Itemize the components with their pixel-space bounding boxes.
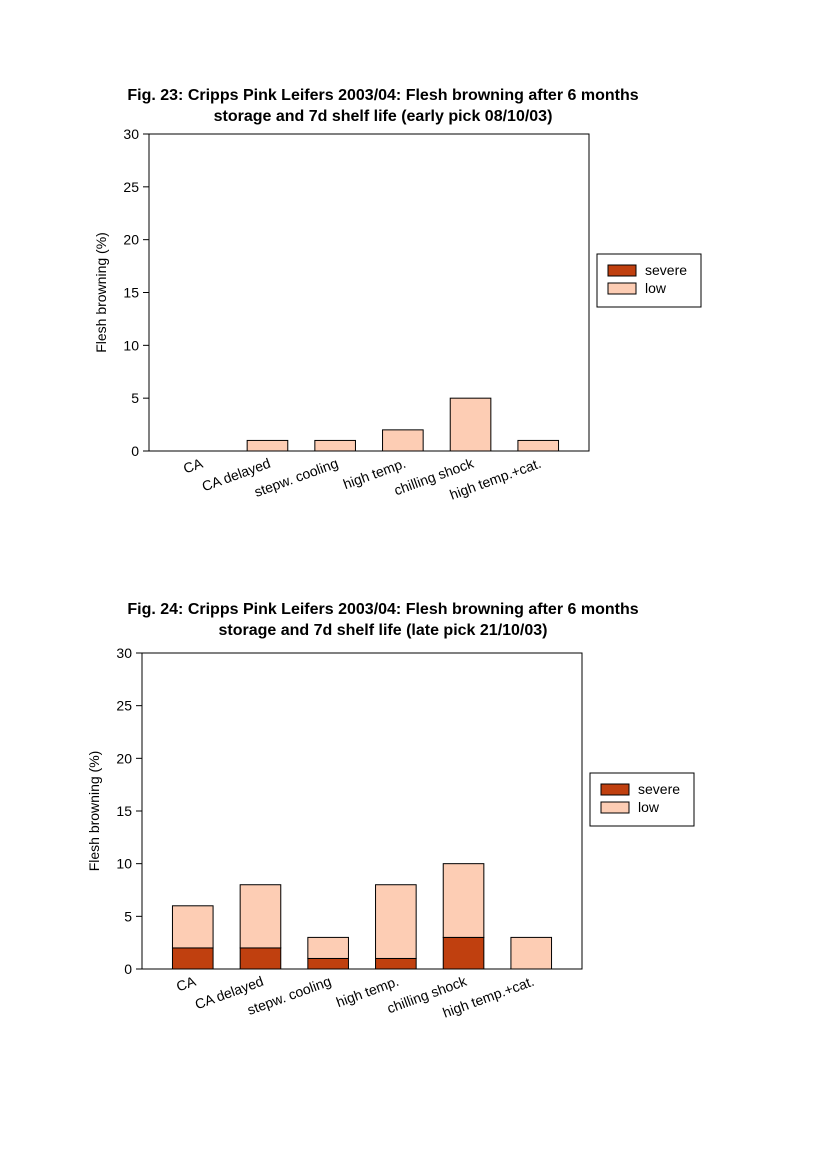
bar-severe xyxy=(442,936,485,970)
bar-low xyxy=(442,863,485,938)
y-tick-label: 10 xyxy=(123,337,139,353)
legend-label-low: low xyxy=(645,280,667,296)
bar-severe xyxy=(375,957,417,970)
legend-swatch-severe xyxy=(607,264,637,277)
x-tick-label: CA xyxy=(181,455,205,477)
y-tick-label: 25 xyxy=(116,698,132,714)
y-tick-label: 5 xyxy=(124,908,132,924)
legend: severe low xyxy=(596,253,702,308)
chart-title: Fig. 24: Cripps Pink Leifers 2003/04: Fl… xyxy=(0,599,766,641)
chart-title-line-1: Fig. 23: Cripps Pink Leifers 2003/04: Fl… xyxy=(127,87,639,104)
chart-title-line-1: Fig. 24: Cripps Pink Leifers 2003/04: Fl… xyxy=(127,601,639,618)
legend-label-severe: severe xyxy=(638,781,680,797)
y-axis-label: Flesh browning (%) xyxy=(86,751,102,872)
y-axis-label: Flesh browning (%) xyxy=(93,232,109,353)
chart-title-line-2: storage and 7d shelf life (early pick 08… xyxy=(213,108,553,125)
y-tick-label: 20 xyxy=(116,750,132,766)
y-tick-label: 0 xyxy=(124,961,132,977)
y-tick-label: 5 xyxy=(131,390,139,406)
bar-severe xyxy=(239,947,282,970)
bar-low xyxy=(307,936,349,959)
bar-low xyxy=(382,429,424,452)
legend-swatch-low xyxy=(600,801,630,814)
y-tick-label: 0 xyxy=(131,443,139,459)
figure-24: Fig. 24: Cripps Pink Leifers 2003/04: Fl… xyxy=(0,588,826,1108)
bar-low xyxy=(239,884,282,949)
bar-low xyxy=(314,439,356,452)
figure-23: Fig. 23: Cripps Pink Leifers 2003/04: Fl… xyxy=(0,70,826,590)
legend-label-severe: severe xyxy=(645,262,687,278)
y-tick-label: 25 xyxy=(123,179,139,195)
plot-frame xyxy=(148,133,590,452)
y-tick-label: 30 xyxy=(116,645,132,661)
bar-low xyxy=(246,439,289,452)
bar-low xyxy=(449,397,492,452)
y-tick-label: 15 xyxy=(123,285,139,301)
bar-severe xyxy=(307,957,349,970)
x-tick-label: CA xyxy=(174,973,198,995)
bar-severe xyxy=(171,947,214,970)
legend-swatch-severe xyxy=(600,783,630,796)
chart-title: Fig. 23: Cripps Pink Leifers 2003/04: Fl… xyxy=(0,85,766,127)
bar-low xyxy=(510,936,553,970)
y-tick-label: 10 xyxy=(116,856,132,872)
y-tick-label: 30 xyxy=(123,126,139,142)
bar-low xyxy=(517,439,560,452)
chart-title-line-2: storage and 7d shelf life (late pick 21/… xyxy=(218,622,548,639)
y-tick-label: 20 xyxy=(123,232,139,248)
y-tick-label: 15 xyxy=(116,803,132,819)
legend-label-low: low xyxy=(638,799,660,815)
legend-frame xyxy=(589,772,695,827)
legend: severe low xyxy=(589,772,695,827)
bar-low xyxy=(171,905,214,949)
bar-low xyxy=(375,884,417,959)
legend-swatch-low xyxy=(607,282,637,295)
legend-frame xyxy=(596,253,702,308)
